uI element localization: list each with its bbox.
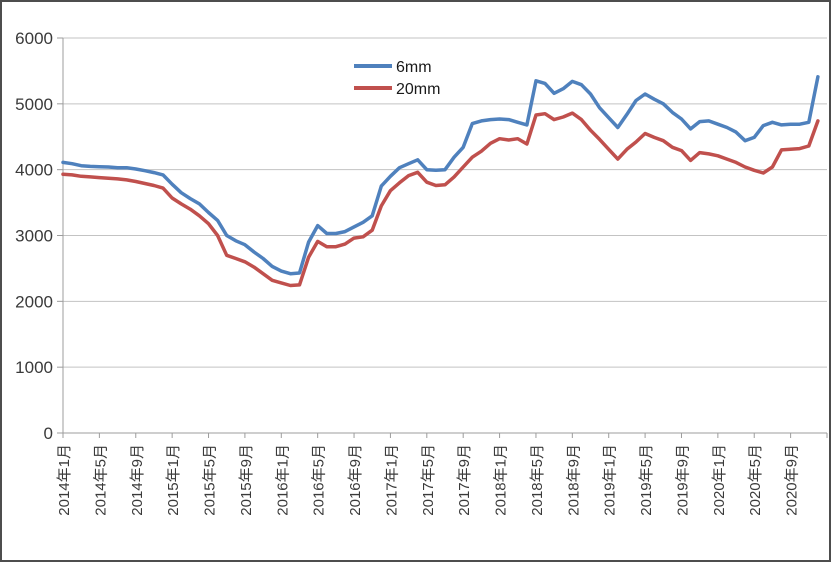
series-line-6mm — [61, 75, 820, 276]
y-tick-label: 0 — [44, 424, 53, 443]
x-tick-label: 2017年5月 — [420, 444, 437, 516]
x-tick-label: 2020年9月 — [784, 444, 801, 516]
y-tick-label: 2000 — [15, 292, 53, 311]
x-tick-label: 2014年5月 — [92, 444, 109, 516]
x-tick-label: 2015年9月 — [238, 444, 255, 516]
axis-labels-group: 0 1000 2000 3000 4000 5000 6000 2014年1月 2014年5月 2… — [15, 29, 800, 516]
x-tick-label: 2016年1月 — [274, 444, 291, 516]
y-tick-label: 1000 — [15, 358, 53, 377]
x-tick-label: 2019年1月 — [602, 444, 619, 516]
x-tick-label: 2017年1月 — [383, 444, 400, 516]
x-tick-label: 2018年9月 — [565, 444, 582, 516]
x-tick-label: 2019年9月 — [674, 444, 691, 516]
chart-legend: 6mm 20mm — [354, 59, 440, 98]
x-tick-label: 2018年5月 — [529, 444, 546, 516]
x-tick-label: 2014年1月 — [56, 444, 73, 516]
x-tick-label: 2020年1月 — [711, 444, 728, 516]
x-tick-label: 2019年5月 — [638, 444, 655, 516]
x-tick-label: 2017年9月 — [456, 444, 473, 516]
y-tick-label: 3000 — [15, 227, 53, 246]
series-line-20mm — [61, 111, 820, 288]
x-tick-label: 2015年5月 — [202, 444, 219, 516]
y-tick-label: 4000 — [15, 161, 53, 180]
axes-group — [57, 37, 828, 438]
x-tick-label: 2018年1月 — [493, 444, 510, 516]
x-tick-label: 2020年5月 — [747, 444, 764, 516]
x-tick-label: 2015年1月 — [165, 444, 182, 516]
legend-label-6mm: 6mm — [396, 59, 432, 76]
x-tick-label: 2016年5月 — [311, 444, 328, 516]
y-tick-label: 6000 — [15, 29, 53, 48]
x-tick-label: 2014年9月 — [129, 444, 146, 516]
legend-label-20mm: 20mm — [396, 81, 440, 98]
y-tick-label: 5000 — [15, 95, 53, 114]
x-tick-label: 2016年9月 — [347, 444, 364, 516]
series-group — [61, 75, 820, 288]
gridlines-group — [63, 37, 827, 368]
